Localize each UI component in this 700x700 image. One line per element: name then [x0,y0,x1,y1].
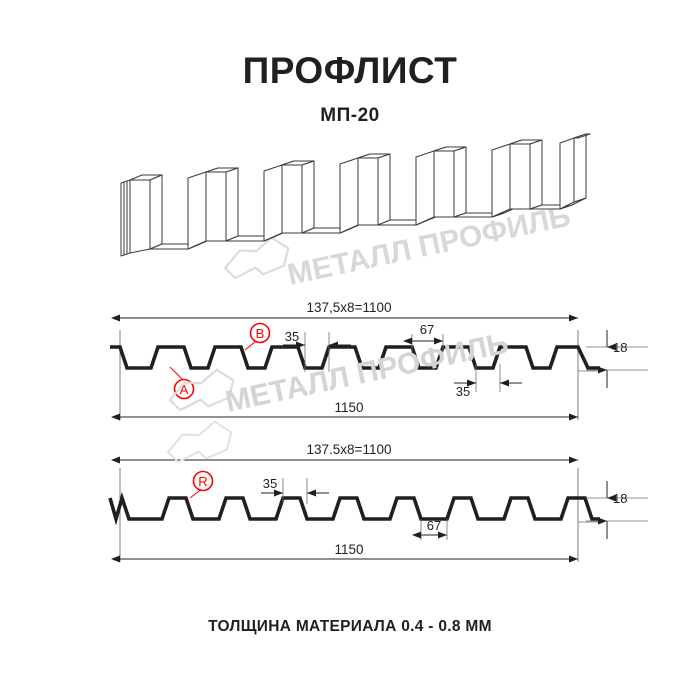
cross-section-top: 137,5x8=1100 1150 35 [110,300,648,421]
dimension-top-overall: 137,5x8=1100 [111,300,578,322]
dimension-67-top: 67 [403,322,444,352]
page-subtitle: МП-20 [320,105,380,126]
profile-3d-view [120,133,591,257]
dimension-35-lower-top: 35 [454,364,522,399]
extension-lines-bottom [119,468,579,562]
marker-r-label: R [198,474,207,489]
dimension-67-bottom: 67 [412,518,448,540]
dimension-label-height-top: 18 [613,340,627,355]
cross-section-bottom: 137.5x8=1100 1150 35 [108,442,648,563]
profile-outline-top [110,345,600,370]
dimension-label-width-bottom: 1150 [334,542,363,557]
marker-a-label: A [180,382,189,397]
dimension-height-bottom: 18 [586,481,648,539]
dimension-label-67-top: 67 [420,322,434,337]
dimension-bottom-overall-bottom: 1150 [111,542,578,563]
title-block: ПРОФЛИСТ МП-20 [0,52,700,127]
dimension-35-upper-top: 35 [283,329,351,372]
page-title: ПРОФЛИСТ [242,50,458,91]
dimension-label-height-bottom: 18 [613,491,627,506]
dimension-height-top: 18 [586,330,648,388]
profile-outline-bottom [108,491,600,526]
marker-b-label: B [256,326,265,341]
dimension-35-bottom: 35 [261,476,329,504]
dimension-label-35-bottom: 35 [263,476,277,491]
marker-r: R [189,470,214,499]
marker-a: A [169,366,195,400]
marker-b: B [244,322,271,351]
dimension-bottom-overall: 1150 [111,400,578,421]
dimension-label-width-top: 1150 [334,400,363,415]
dimension-label-67-bottom: 67 [427,518,441,533]
dimension-label-35-lower-top: 35 [456,384,470,399]
dimension-top-overall-bottom: 137.5x8=1100 [111,442,578,464]
dimension-label-35-upper-top: 35 [285,329,299,344]
watermark-logo-3 [166,420,233,464]
dimension-label-pitch-top: 137,5x8=1100 [307,300,392,315]
dimension-label-pitch-bottom: 137.5x8=1100 [307,442,392,457]
material-thickness-note: ТОЛЩИНА МАТЕРИАЛА 0.4 - 0.8 ММ [208,618,492,635]
